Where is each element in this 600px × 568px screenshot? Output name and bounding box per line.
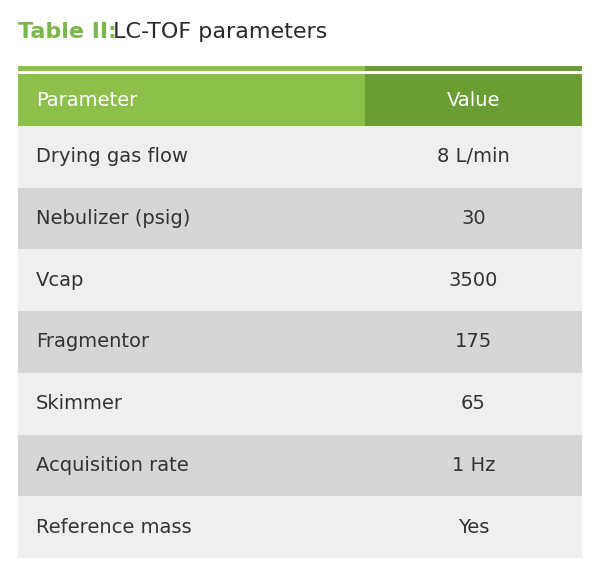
Text: Value: Value [446,90,500,110]
Text: Vcap: Vcap [36,271,85,290]
Text: Drying gas flow: Drying gas flow [36,147,188,166]
Text: Table II:: Table II: [18,22,117,42]
Bar [18,435,365,496]
Text: 1 Hz: 1 Hz [452,456,495,475]
Bar [18,74,365,126]
Text: Parameter: Parameter [36,90,137,110]
Bar [18,126,365,187]
Bar [18,66,365,71]
Text: 8 L/min: 8 L/min [437,147,510,166]
Bar [365,311,582,373]
Text: 30: 30 [461,209,486,228]
Bar [18,311,365,373]
Bar [18,496,365,558]
Text: Yes: Yes [458,517,489,537]
Bar [365,66,582,71]
Text: Fragmentor: Fragmentor [36,332,149,352]
Bar [365,74,582,126]
Bar [18,373,365,435]
Bar [365,187,582,249]
Text: Skimmer: Skimmer [36,394,123,413]
Bar [18,249,365,311]
Text: Nebulizer (psig): Nebulizer (psig) [36,209,190,228]
Bar [18,187,365,249]
Text: Acquisition rate: Acquisition rate [36,456,189,475]
Text: 3500: 3500 [449,271,498,290]
Bar [365,249,582,311]
Bar [365,435,582,496]
Text: 175: 175 [455,332,492,352]
Text: Reference mass: Reference mass [36,517,191,537]
Text: 65: 65 [461,394,486,413]
Text: LC-TOF parameters: LC-TOF parameters [106,22,328,42]
Bar [365,496,582,558]
Bar [365,126,582,187]
Bar [365,373,582,435]
